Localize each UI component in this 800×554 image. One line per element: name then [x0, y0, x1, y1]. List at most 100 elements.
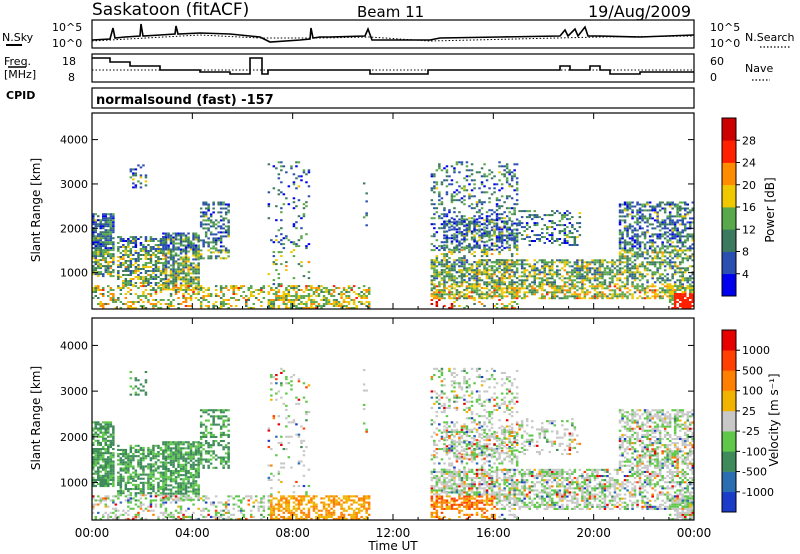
heatmap-cell	[641, 273, 644, 276]
heatmap-cell	[315, 287, 318, 289]
heatmap-cell	[443, 263, 446, 266]
heatmap-cell	[510, 293, 514, 296]
heatmap-cell	[536, 216, 539, 219]
heatmap-cell	[112, 241, 115, 244]
heatmap-cell	[169, 295, 173, 297]
heatmap-cell	[676, 295, 679, 297]
heatmap-cell	[443, 305, 446, 307]
heatmap-cell	[508, 285, 511, 288]
heatmap-cell	[611, 279, 614, 282]
heatmap-cell	[137, 238, 140, 240]
heatmap-cell	[172, 268, 175, 271]
heatmap-cell	[139, 268, 143, 270]
heatmap-cell	[327, 289, 331, 291]
heatmap-cell	[440, 291, 444, 293]
heatmap-cell	[430, 281, 434, 284]
heatmap-cell	[541, 295, 544, 298]
heatmap-cell	[285, 297, 288, 299]
heatmap-cell	[182, 244, 185, 247]
heatmap-cell	[147, 278, 150, 280]
heatmap-cell	[112, 480, 115, 483]
heatmap-cell	[187, 270, 190, 273]
heatmap-cell	[177, 270, 180, 273]
heatmap-cell	[134, 174, 138, 177]
heatmap-cell	[340, 297, 343, 299]
heatmap-cell	[142, 285, 145, 288]
heatmap-cell	[536, 285, 539, 288]
heatmap-cell	[345, 307, 348, 309]
heatmap-cell	[498, 231, 501, 234]
heatmap-cell	[673, 273, 677, 276]
heatmap-cell	[671, 251, 674, 254]
heatmap-cell	[435, 231, 439, 234]
heatmap-cell	[520, 285, 524, 288]
heatmap-cell	[209, 295, 213, 297]
heatmap-cell	[490, 287, 494, 289]
heatmap-cell	[174, 238, 178, 241]
heatmap-cell	[134, 240, 138, 242]
heatmap-cell	[513, 242, 516, 245]
heatmap-cell	[455, 223, 459, 226]
heatmap-cell	[563, 261, 567, 264]
heatmap-cell	[646, 253, 649, 256]
heatmap-cell	[184, 264, 188, 267]
heatmap-cell	[513, 213, 516, 216]
heatmap-cell	[498, 285, 501, 288]
heatmap-cell	[633, 271, 637, 274]
heatmap-cell	[92, 485, 95, 488]
heatmap-cell	[450, 197, 454, 200]
heatmap-cell	[159, 280, 163, 282]
heatmap-cell	[543, 289, 546, 292]
heatmap-cell	[104, 450, 107, 453]
heatmap-cell	[485, 261, 489, 264]
heatmap-cell	[593, 273, 597, 276]
heatmap-cell	[139, 166, 143, 169]
heatmap-cell	[207, 203, 210, 206]
heatmap-cell	[453, 233, 456, 236]
heatmap-cell	[453, 207, 456, 210]
heatmap-cell	[310, 301, 313, 303]
heatmap-cell	[656, 211, 659, 214]
heatmap-cell	[510, 295, 514, 298]
heatmap-cell	[455, 215, 459, 218]
heatmap-cell	[508, 275, 511, 278]
heatmap-cell	[197, 276, 200, 279]
heatmap-cell	[533, 214, 536, 217]
heatmap-cell	[107, 271, 110, 274]
heatmap-cell	[127, 244, 130, 246]
heatmap-cell	[172, 258, 175, 261]
heatmap-cell	[603, 259, 607, 262]
heatmap-cell	[142, 278, 145, 280]
heatmap-cell	[277, 161, 281, 164]
heatmap-cell	[468, 228, 471, 231]
heatmap-cell	[533, 265, 536, 268]
heatmap-cell	[616, 287, 619, 290]
heatmap-cell	[556, 238, 559, 240]
heatmap-cell	[623, 255, 627, 258]
heatmap-cell	[104, 213, 107, 216]
heatmap-cell	[97, 470, 100, 473]
heatmap-cell	[483, 281, 486, 284]
heatmap-cell	[199, 297, 203, 299]
heatmap-cell	[94, 219, 97, 222]
heatmap-cell	[109, 231, 113, 234]
heatmap-cell	[681, 291, 684, 293]
heatmap-cell	[608, 261, 612, 264]
heatmap-cell	[159, 278, 163, 280]
heatmap-cell	[663, 249, 667, 252]
heatmap-cell	[646, 261, 649, 264]
heatmap-cell	[596, 269, 599, 272]
heatmap-cell	[450, 275, 454, 278]
heatmap-cell	[658, 273, 662, 276]
heatmap-cell	[112, 431, 115, 434]
heatmap-cell	[112, 261, 115, 264]
heatmap-cell	[292, 201, 296, 204]
heatmap-cell	[107, 229, 110, 232]
heatmap-cell	[646, 269, 649, 272]
heatmap-cell	[465, 179, 469, 182]
heatmap-cell	[498, 232, 501, 235]
heatmap-cell	[566, 236, 569, 239]
heatmap-cell	[551, 220, 554, 223]
heatmap-cell	[691, 297, 694, 299]
heatmap-cell	[460, 279, 464, 282]
